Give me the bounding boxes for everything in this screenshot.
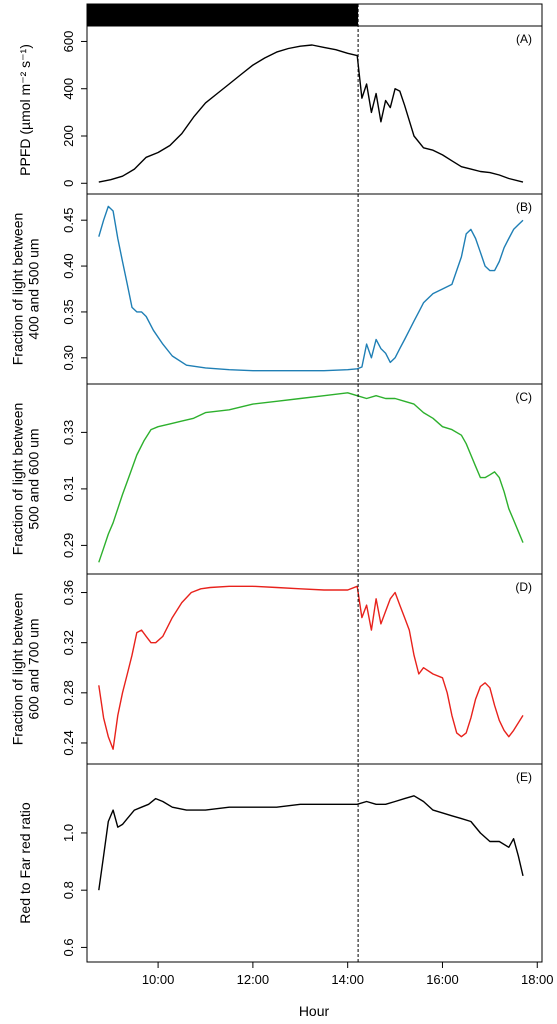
- y-tick-label: 0.36: [61, 580, 76, 605]
- y-tick-label: 0.32: [61, 630, 76, 655]
- y-tick-label: 0.33: [61, 420, 76, 445]
- panel-4: 0.24 0.28 0.32 0.36 Fraction of light betwee…: [10, 573, 543, 765]
- y-tick-label: 0.29: [61, 533, 76, 558]
- panel-label: (B): [516, 200, 532, 214]
- panel-3: 0.29 0.31 0.33 Fraction of light between500…: [10, 383, 543, 575]
- y-tick-label: 0.35: [61, 299, 76, 324]
- x-tick-label: 16:00: [426, 972, 459, 987]
- y-tick-label: 200: [61, 125, 76, 147]
- y-axis-title-line: Fraction of light between: [10, 213, 26, 366]
- y-axis-title: Fraction of light between400 and 500 um: [10, 213, 42, 366]
- x-tick-label: 10:00: [142, 972, 175, 987]
- y-axis-title: Red to Far red ratio: [17, 802, 33, 924]
- series-line-5: [98, 795, 524, 891]
- y-tick-label: 400: [61, 78, 76, 100]
- y-tick-label: 600: [61, 31, 76, 53]
- panel-frame: [86, 383, 543, 575]
- panel-2: 0.30 0.35 0.40 0.45 Fraction of light betwee…: [10, 193, 543, 385]
- series-line-1: [98, 44, 524, 183]
- x-axis-title: Hour: [299, 1003, 330, 1019]
- y-tick-label: 0.45: [61, 208, 76, 233]
- y-tick-label: 0.8: [61, 881, 76, 899]
- y-axis-title: Fraction of light between500 and 600 um: [10, 403, 42, 556]
- panel-frame: [86, 763, 543, 963]
- y-tick-label: 0.6: [61, 938, 76, 956]
- y-axis-title-line: 400 and 500 um: [26, 238, 42, 339]
- series-line-4: [98, 585, 524, 750]
- series-line-3: [98, 392, 524, 563]
- panel-frame: [86, 573, 543, 765]
- y-tick-label: 0.28: [61, 680, 76, 705]
- x-tick-label: 18:00: [521, 972, 554, 987]
- y-axis-title-line: 600 and 700 um: [26, 618, 42, 719]
- panels-group: 0 200 400 600 PPFD (µmol m⁻² s⁻¹) (A) 0.30 0.35…: [10, 25, 543, 963]
- panel-label: (C): [515, 390, 532, 404]
- y-axis-title-line: 500 and 600 um: [26, 428, 42, 529]
- y-axis-title: PPFD (µmol m⁻² s⁻¹): [17, 44, 33, 176]
- y-tick-label: 0.24: [61, 730, 76, 755]
- panel-label: (E): [516, 770, 532, 784]
- x-tick-label: 14:00: [331, 972, 364, 987]
- x-axis: 10:00 12:00 14:00 16:00 18:00: [142, 961, 554, 987]
- y-tick-label: 1.0: [61, 824, 76, 842]
- y-axis-title-line: Fraction of light between: [10, 593, 26, 746]
- y-tick-label: 0.40: [61, 253, 76, 278]
- y-axis-title-line: PPFD (µmol m⁻² s⁻¹): [17, 44, 33, 176]
- y-tick-label: 0.31: [61, 476, 76, 501]
- panel-frame: [86, 25, 543, 195]
- y-axis-title-line: Red to Far red ratio: [17, 802, 33, 924]
- top-bar-filled: [87, 4, 359, 26]
- panel-1: 0 200 400 600 PPFD (µmol m⁻² s⁻¹) (A): [17, 25, 543, 195]
- panel-label: (A): [516, 32, 532, 46]
- panel-label: (D): [515, 580, 532, 594]
- y-tick-label: 0: [61, 180, 76, 187]
- series-line-2: [98, 205, 524, 372]
- y-tick-label: 0.30: [61, 345, 76, 370]
- panel-frame: [86, 193, 543, 385]
- panel-5: 0.6 0.8 1.0 Red to Far red ratio (E): [17, 763, 543, 963]
- y-axis-title: Fraction of light between600 and 700 um: [10, 593, 42, 746]
- x-tick-label: 12:00: [237, 972, 270, 987]
- y-axis-title-line: Fraction of light between: [10, 403, 26, 556]
